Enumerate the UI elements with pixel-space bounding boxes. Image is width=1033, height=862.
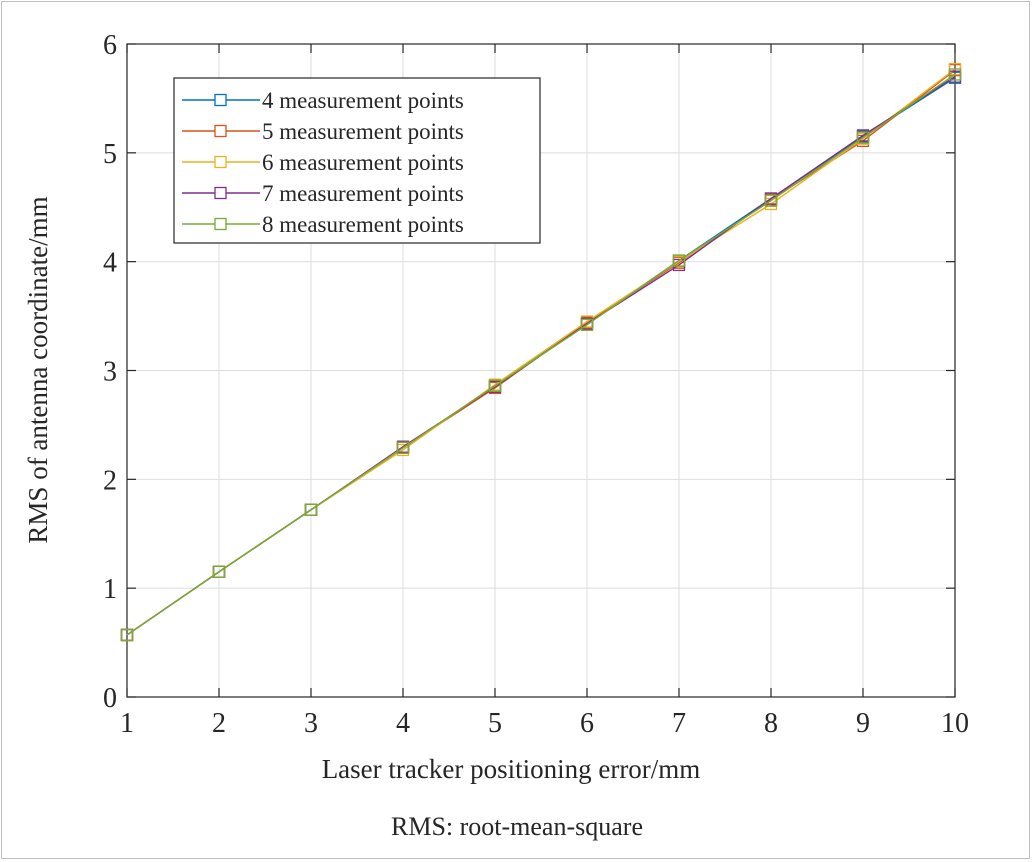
y-tick-label: 4 (103, 248, 117, 279)
data-point (396, 441, 410, 454)
data-point (856, 131, 870, 144)
data-point (948, 68, 962, 81)
series-line (126, 73, 956, 636)
data-point (212, 565, 226, 578)
x-tick-label: 3 (304, 708, 318, 739)
legend-item: 4 measurement points (182, 88, 464, 113)
legend-label: 8 measurement points (262, 212, 464, 237)
x-tick-label: 6 (580, 708, 594, 739)
legend-marker (214, 186, 227, 200)
x-tick-label: 10 (941, 708, 969, 739)
legend-marker (214, 93, 227, 107)
data-point (580, 318, 594, 331)
y-tick-label: 2 (103, 465, 117, 496)
y-axis-label: RMS of antenna coordinate/mm (23, 196, 53, 543)
legend-item: 8 measurement points (182, 212, 464, 237)
series-5 (120, 68, 962, 642)
x-tick-label: 2 (212, 708, 226, 739)
x-tick-label: 9 (856, 708, 870, 739)
legend-marker (214, 217, 227, 231)
x-axis-label: Laser tracker positioning error/mm (322, 754, 701, 784)
legend-label: 7 measurement points (262, 181, 464, 206)
x-tick-label: 8 (764, 708, 778, 739)
footnote: RMS: root-mean-square (391, 812, 643, 841)
x-tick-label: 4 (396, 708, 410, 739)
data-point (488, 379, 502, 392)
y-tick-label: 5 (103, 139, 117, 170)
legend-label: 4 measurement points (262, 88, 464, 113)
legend-marker (214, 124, 227, 138)
y-tick-label: 3 (103, 357, 117, 388)
y-tick-label: 0 (103, 683, 117, 714)
y-tick-label: 1 (103, 574, 117, 605)
x-tick-label: 5 (488, 708, 502, 739)
data-point (764, 194, 778, 207)
legend: 4 measurement points 5 measurement points… (173, 77, 541, 244)
legend-box (173, 77, 541, 244)
x-tick-label: 7 (672, 708, 686, 739)
legend-label: 6 measurement points (262, 150, 464, 175)
legend-label: 5 measurement points (262, 119, 464, 144)
series-group (120, 62, 962, 642)
legend-item: 7 measurement points (182, 181, 464, 206)
legend-item: 6 measurement points (182, 150, 464, 175)
data-point (120, 628, 134, 642)
data-point (672, 254, 686, 267)
x-tick-label: 1 (120, 708, 134, 739)
data-point (304, 503, 318, 516)
legend-marker (214, 155, 227, 169)
legend-item: 5 measurement points (182, 119, 464, 144)
y-tick-label: 6 (103, 30, 117, 61)
